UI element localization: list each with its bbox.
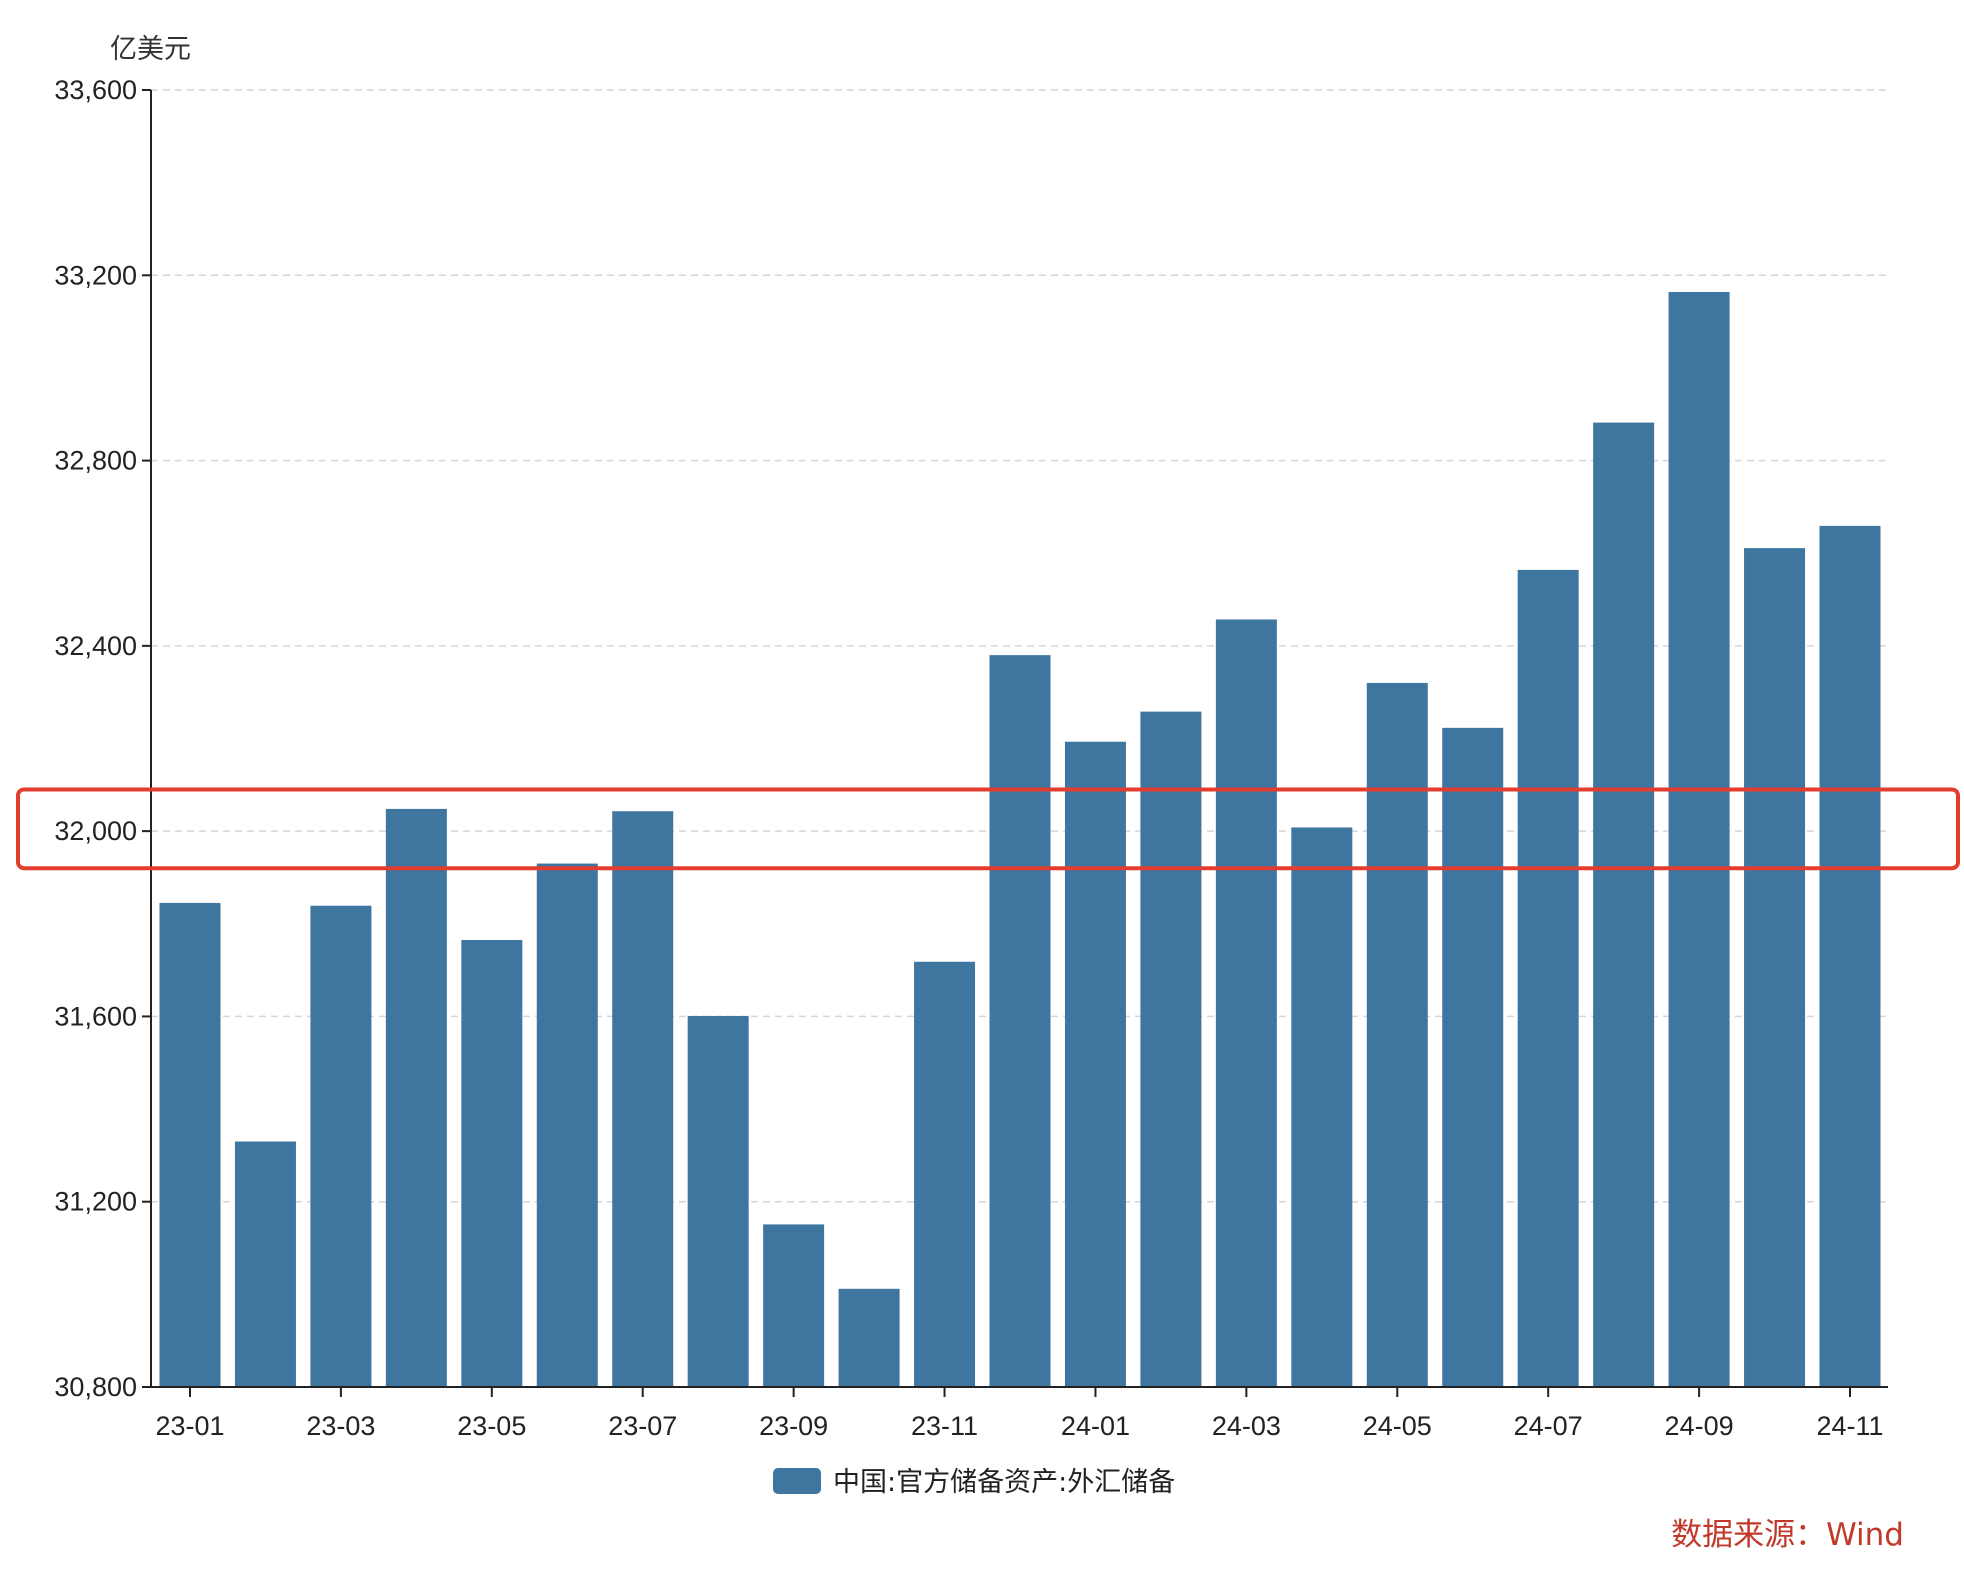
x-tick-label: 24-01 bbox=[1061, 1411, 1130, 1441]
y-tick-label: 31,200 bbox=[54, 1187, 137, 1217]
y-ticks: 30,800 31,200 31,600 32,000 32,400 32,800 33,2… bbox=[54, 75, 151, 1402]
y-tick-label: 30,800 bbox=[54, 1372, 137, 1402]
bar-24-03 bbox=[1215, 619, 1277, 1387]
x-tick-label: 23-07 bbox=[608, 1411, 677, 1441]
bar-24-01 bbox=[1064, 741, 1126, 1387]
bar-23-11 bbox=[914, 961, 976, 1387]
y-tick-label: 32,400 bbox=[54, 631, 137, 661]
x-tick-label: 23-05 bbox=[457, 1411, 526, 1441]
bar-23-07 bbox=[612, 811, 674, 1387]
y-tick-label: 32,000 bbox=[54, 816, 137, 846]
bar-24-08 bbox=[1593, 422, 1655, 1387]
highlight-box bbox=[16, 787, 1960, 871]
bar-23-05 bbox=[461, 939, 523, 1387]
y-tick-label: 33,600 bbox=[54, 75, 137, 105]
bar-23-09 bbox=[763, 1224, 825, 1387]
bar-24-09 bbox=[1668, 291, 1730, 1387]
y-tick-label: 32,800 bbox=[54, 446, 137, 476]
bar-23-01 bbox=[159, 902, 221, 1387]
x-ticks: 23-01 23-03 23-05 23-07 23-09 23-11 24-01 24-03… bbox=[155, 1387, 1884, 1441]
highlight-rectangle bbox=[16, 787, 1960, 871]
x-tick-label: 24-03 bbox=[1212, 1411, 1281, 1441]
axes bbox=[150, 90, 1888, 1388]
bar-23-10 bbox=[838, 1288, 900, 1387]
x-tick-label: 23-01 bbox=[155, 1411, 224, 1441]
legend: 中国:官方储备资产:外汇储备 bbox=[773, 1467, 1175, 1498]
x-tick-label: 23-11 bbox=[911, 1411, 978, 1441]
x-tick-label: 24-05 bbox=[1363, 1411, 1432, 1441]
x-tick-label: 23-09 bbox=[759, 1411, 828, 1441]
source-note: 数据来源：Wind bbox=[1671, 1517, 1904, 1553]
bar-23-03 bbox=[310, 905, 372, 1387]
bar-24-10 bbox=[1744, 548, 1806, 1387]
y-tick-label: 31,600 bbox=[54, 1001, 137, 1031]
bar-24-06 bbox=[1442, 727, 1504, 1387]
bar-23-12 bbox=[989, 655, 1051, 1387]
bar-24-02 bbox=[1140, 711, 1202, 1387]
x-tick-label: 23-03 bbox=[306, 1411, 375, 1441]
bar-24-11 bbox=[1819, 525, 1881, 1387]
x-tick-label: 24-07 bbox=[1514, 1411, 1583, 1441]
x-tick-label: 24-11 bbox=[1816, 1411, 1883, 1441]
bar-23-06 bbox=[536, 863, 598, 1387]
legend-label: 中国:官方储备资产:外汇储备 bbox=[833, 1467, 1175, 1498]
legend-swatch bbox=[773, 1468, 821, 1494]
bar-23-04 bbox=[385, 808, 447, 1387]
bar-24-05 bbox=[1366, 682, 1428, 1387]
bar-23-02 bbox=[234, 1141, 296, 1387]
y-axis-unit-label: 亿美元 bbox=[110, 34, 191, 65]
bar-24-07 bbox=[1517, 569, 1579, 1387]
bars bbox=[159, 291, 1881, 1387]
bar-24-04 bbox=[1291, 827, 1353, 1387]
bar-23-08 bbox=[687, 1015, 749, 1387]
x-tick-label: 24-09 bbox=[1665, 1411, 1734, 1441]
y-tick-label: 33,200 bbox=[54, 260, 137, 290]
